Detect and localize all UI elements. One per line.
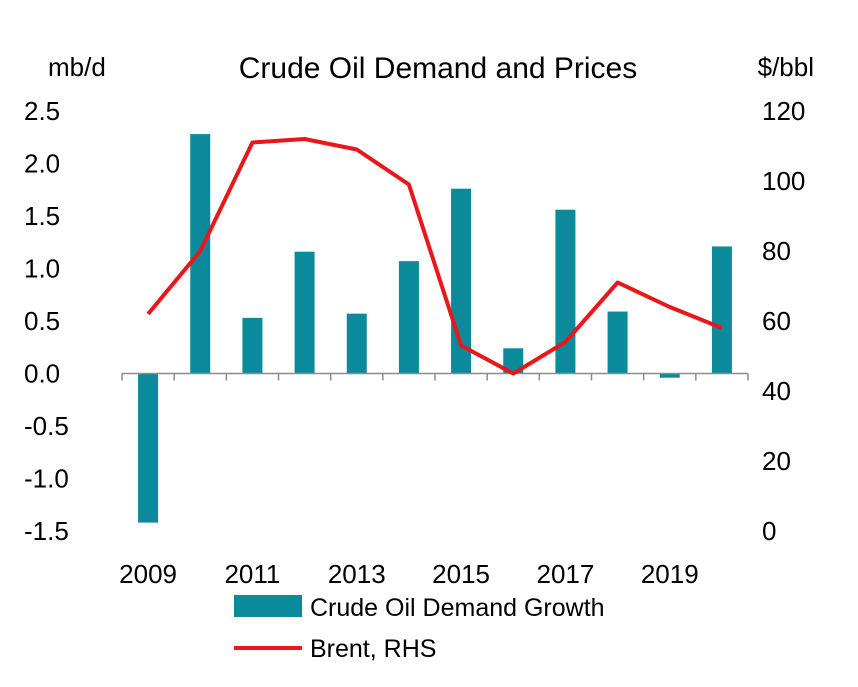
left-tick-label: 2.0 [24, 149, 60, 179]
right-axis-ticks: 120 100 80 60 40 20 0 [762, 96, 805, 546]
left-tick-label: 0.5 [24, 306, 60, 336]
left-tick-label: -1.5 [24, 516, 69, 546]
demand-bar-2018 [607, 311, 628, 374]
brent-line [146, 137, 723, 376]
right-tick-label: 100 [762, 166, 805, 196]
demand-bar-2013 [346, 313, 367, 374]
left-tick-label: 1.5 [24, 201, 60, 231]
x-tick-label: 2019 [641, 559, 699, 589]
left-tick-label: -0.5 [24, 411, 69, 441]
right-axis-unit: $/bbl [758, 52, 814, 82]
x-tick-label: 2015 [432, 559, 490, 589]
right-tick-label: 120 [762, 96, 805, 126]
demand-bar-2016 [503, 348, 524, 374]
right-tick-label: 0 [762, 516, 776, 546]
x-tick-label: 2017 [536, 559, 594, 589]
demand-bar-2014 [398, 261, 419, 374]
left-axis-ticks: 2.5 2.0 1.5 1.0 0.5 0.0 -0.5 -1.0 -1.5 [24, 96, 69, 546]
demand-bar-2017 [555, 209, 576, 374]
legend-demand-swatch [234, 595, 302, 617]
demand-bar-2011 [242, 317, 263, 374]
left-tick-label: 0.0 [24, 359, 60, 389]
x-axis-labels: 2009 2011 2013 2015 2017 2019 [119, 559, 699, 589]
demand-bar-2009 [138, 373, 159, 523]
brent-line-group [146, 137, 723, 376]
x-tick-label: 2011 [224, 559, 280, 589]
demand-bar-2020 [711, 246, 732, 374]
x-axis [121, 372, 749, 381]
x-tick-label: 2013 [328, 559, 386, 589]
right-tick-label: 60 [762, 306, 791, 336]
left-tick-label: 2.5 [24, 96, 60, 126]
x-tick-label: 2009 [119, 559, 177, 589]
right-tick-label: 80 [762, 236, 791, 266]
right-tick-label: 20 [762, 446, 791, 476]
left-tick-label: 1.0 [24, 254, 60, 284]
left-axis-unit: mb/d [48, 52, 106, 82]
right-tick-label: 40 [762, 376, 791, 406]
demand-bar-2019 [659, 373, 680, 378]
legend: Crude Oil Demand Growth Brent, RHS [234, 594, 605, 663]
demand-bar-2012 [294, 251, 315, 374]
chart-title: Crude Oil Demand and Prices [239, 52, 638, 85]
legend-brent-label: Brent, RHS [310, 635, 436, 663]
left-tick-label: -1.0 [24, 464, 69, 494]
legend-demand-label: Crude Oil Demand Growth [310, 594, 605, 622]
